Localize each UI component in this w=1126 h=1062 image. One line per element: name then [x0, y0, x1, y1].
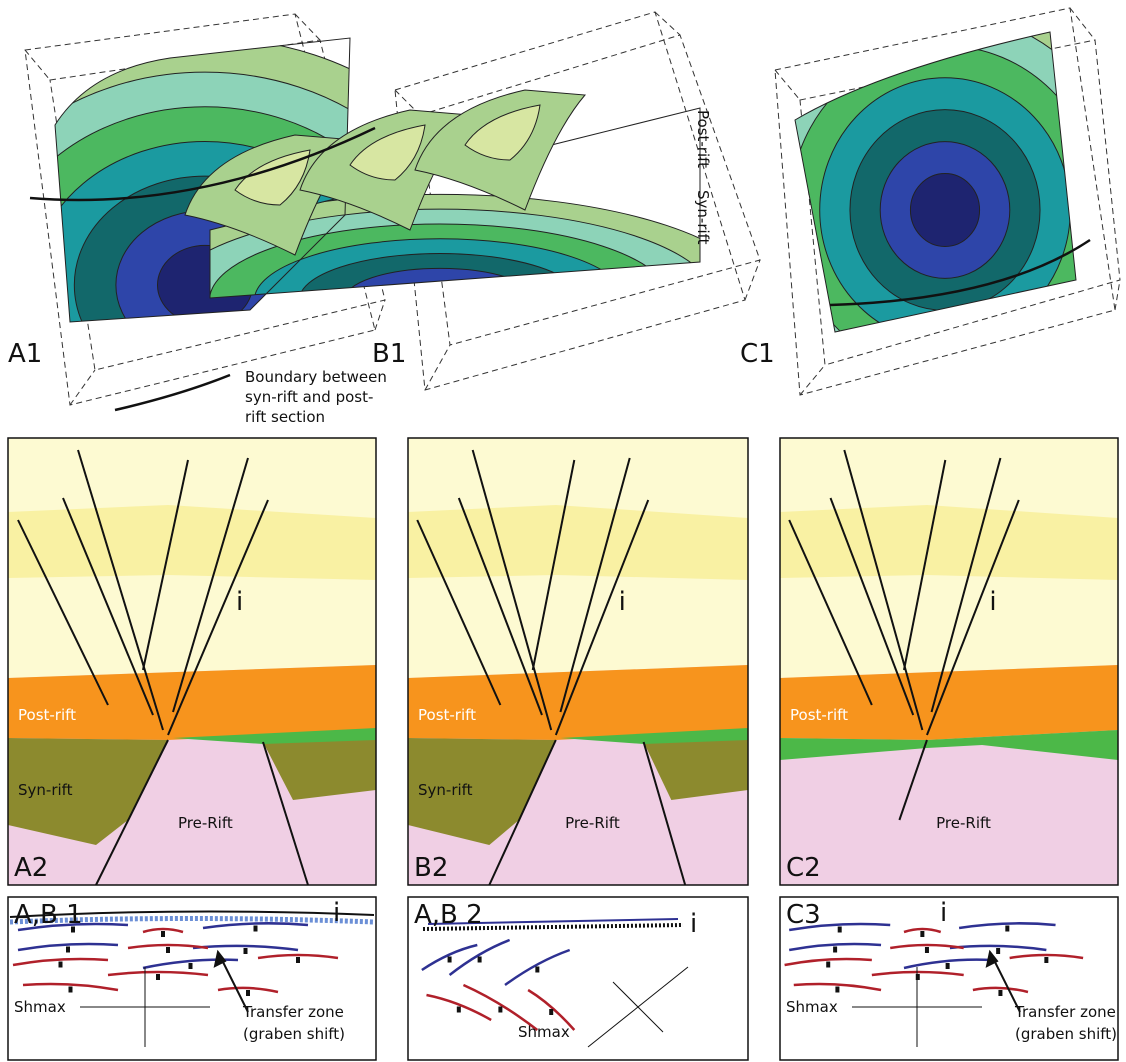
tick — [457, 1007, 461, 1013]
surface — [729, 0, 1126, 438]
dashed-edge — [775, 70, 800, 100]
label: i — [333, 898, 340, 928]
label: Syn-rift — [418, 781, 473, 799]
legend-text: rift section — [245, 408, 325, 426]
layer — [299, 254, 581, 347]
label: Post-rift — [418, 706, 476, 724]
label: (graben shift) — [243, 1025, 345, 1043]
label: i — [619, 587, 626, 617]
legend-line — [115, 375, 230, 410]
dashed-edge — [745, 260, 760, 300]
label: C2 — [786, 853, 821, 883]
tick — [448, 957, 452, 963]
label: i — [989, 587, 996, 617]
tick — [189, 963, 193, 969]
tick — [69, 987, 73, 993]
label: i — [940, 898, 947, 928]
tick — [925, 947, 929, 953]
tick — [66, 947, 70, 953]
post-rift-label: Post-rift — [694, 110, 712, 168]
legend-text: syn-rift and post- — [245, 388, 373, 406]
label: Pre-Rift — [178, 814, 233, 832]
tick — [835, 987, 839, 993]
dashed-edge — [375, 300, 385, 330]
tick — [246, 990, 250, 996]
label: Pre-Rift — [936, 814, 991, 832]
syn-rift-label: Syn-rift — [694, 190, 712, 245]
figure: A1 B1 C1 Post-rift Syn-rift Boundary bet… — [0, 0, 1126, 1062]
label: i — [236, 587, 243, 617]
dashed-edge — [25, 50, 50, 80]
panel-label: B1 — [372, 339, 406, 369]
label: Post-rift — [790, 706, 848, 724]
label: i — [690, 909, 697, 939]
label: Post-rift — [18, 706, 76, 724]
layer — [389, 283, 491, 317]
yellow-band — [8, 505, 376, 580]
tick — [946, 963, 950, 969]
tick — [161, 931, 165, 937]
label: Transfer zone — [242, 1003, 344, 1021]
tick — [166, 947, 170, 953]
label: Pre-Rift — [565, 814, 620, 832]
label: (graben shift) — [1015, 1025, 1117, 1043]
layer — [910, 174, 979, 247]
panel-label: A1 — [8, 339, 42, 369]
tick — [996, 948, 1000, 954]
tick — [1005, 926, 1009, 932]
tick — [244, 948, 248, 954]
tick — [998, 990, 1002, 996]
tick — [826, 962, 830, 968]
dashed-edge — [425, 345, 450, 390]
label: A,B 2 — [414, 900, 483, 930]
tick — [478, 957, 482, 963]
legend-text: Boundary between — [245, 368, 387, 386]
tick — [296, 957, 300, 963]
panel-label: C1 — [740, 339, 775, 369]
tick — [254, 926, 258, 932]
label: Transfer zone — [1014, 1003, 1116, 1021]
tick — [535, 967, 539, 973]
label: Shmax — [518, 1023, 570, 1041]
label: B2 — [414, 853, 448, 883]
tick — [833, 947, 837, 953]
tick — [838, 927, 842, 933]
label: C3 — [786, 900, 821, 930]
dashed-edge — [800, 365, 825, 395]
tick — [156, 974, 160, 980]
yellow-band — [408, 505, 748, 580]
label: A2 — [14, 853, 48, 883]
tick — [59, 962, 63, 968]
label: Syn-rift — [18, 781, 73, 799]
tick — [916, 974, 920, 980]
label: A,B 1 — [14, 900, 83, 930]
tick — [920, 931, 924, 937]
label: Shmax — [14, 998, 66, 1016]
yellow-band — [780, 505, 1118, 580]
tick — [549, 1009, 553, 1015]
dashed-edge — [1070, 8, 1095, 40]
dashed-edge — [1115, 280, 1120, 310]
label: Shmax — [786, 998, 838, 1016]
tick — [498, 1007, 502, 1013]
tick — [1044, 957, 1048, 963]
